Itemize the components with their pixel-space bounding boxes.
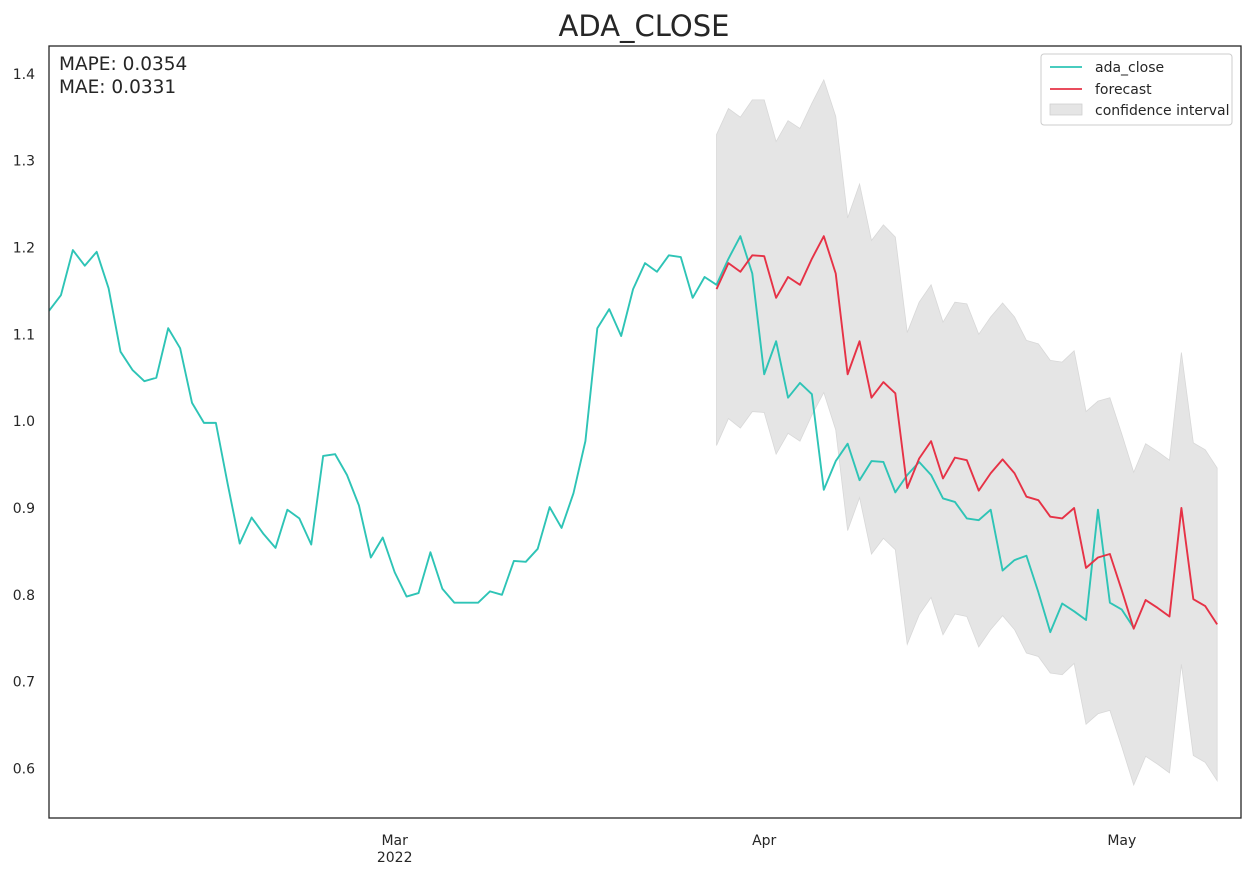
- legend-swatch-confidence-interval: [1049, 103, 1083, 116]
- series-line-forecast: [715, 235, 1218, 630]
- y-tick-label: 0.8: [13, 588, 35, 604]
- series-line-ada-close: [49, 235, 1135, 634]
- y-tick-label: 0.9: [13, 501, 35, 517]
- x-tick-label: May: [1107, 833, 1136, 849]
- y-tick-label: 1.3: [13, 154, 35, 170]
- legend-label-confidence-interval: confidence interval: [1095, 103, 1229, 119]
- x-tick-sublabel: 2022: [377, 850, 413, 866]
- y-tick-label: 1.1: [13, 327, 35, 343]
- confidence-interval-band: [716, 78, 1218, 787]
- y-tick-label: 0.7: [13, 675, 35, 691]
- y-tick-label: 1.2: [13, 240, 35, 256]
- y-tick-label: 1.0: [13, 414, 35, 430]
- legend-label-ada-close: ada_close: [1095, 60, 1164, 76]
- legend-box: [1040, 53, 1233, 126]
- y-tick-label: 1.4: [13, 67, 35, 83]
- x-tick-label: Mar: [381, 833, 408, 849]
- y-tick-label: 0.6: [13, 762, 35, 778]
- legend-label-forecast: forecast: [1095, 82, 1152, 98]
- chart-title: ADA_CLOSE: [559, 9, 730, 43]
- plot-frame: [48, 45, 1242, 819]
- x-tick-label: Apr: [752, 833, 776, 849]
- mae-annotation: MAE: 0.0331: [59, 77, 176, 98]
- plot-area: [49, 78, 1218, 787]
- mape-annotation: MAPE: 0.0354: [59, 54, 187, 75]
- y-axis: 0.6 0.7 0.8 0.9 1.0 1.1 1.2 1.3 1.4: [13, 67, 35, 778]
- legend: ada_close forecast confidence interval: [1040, 53, 1233, 126]
